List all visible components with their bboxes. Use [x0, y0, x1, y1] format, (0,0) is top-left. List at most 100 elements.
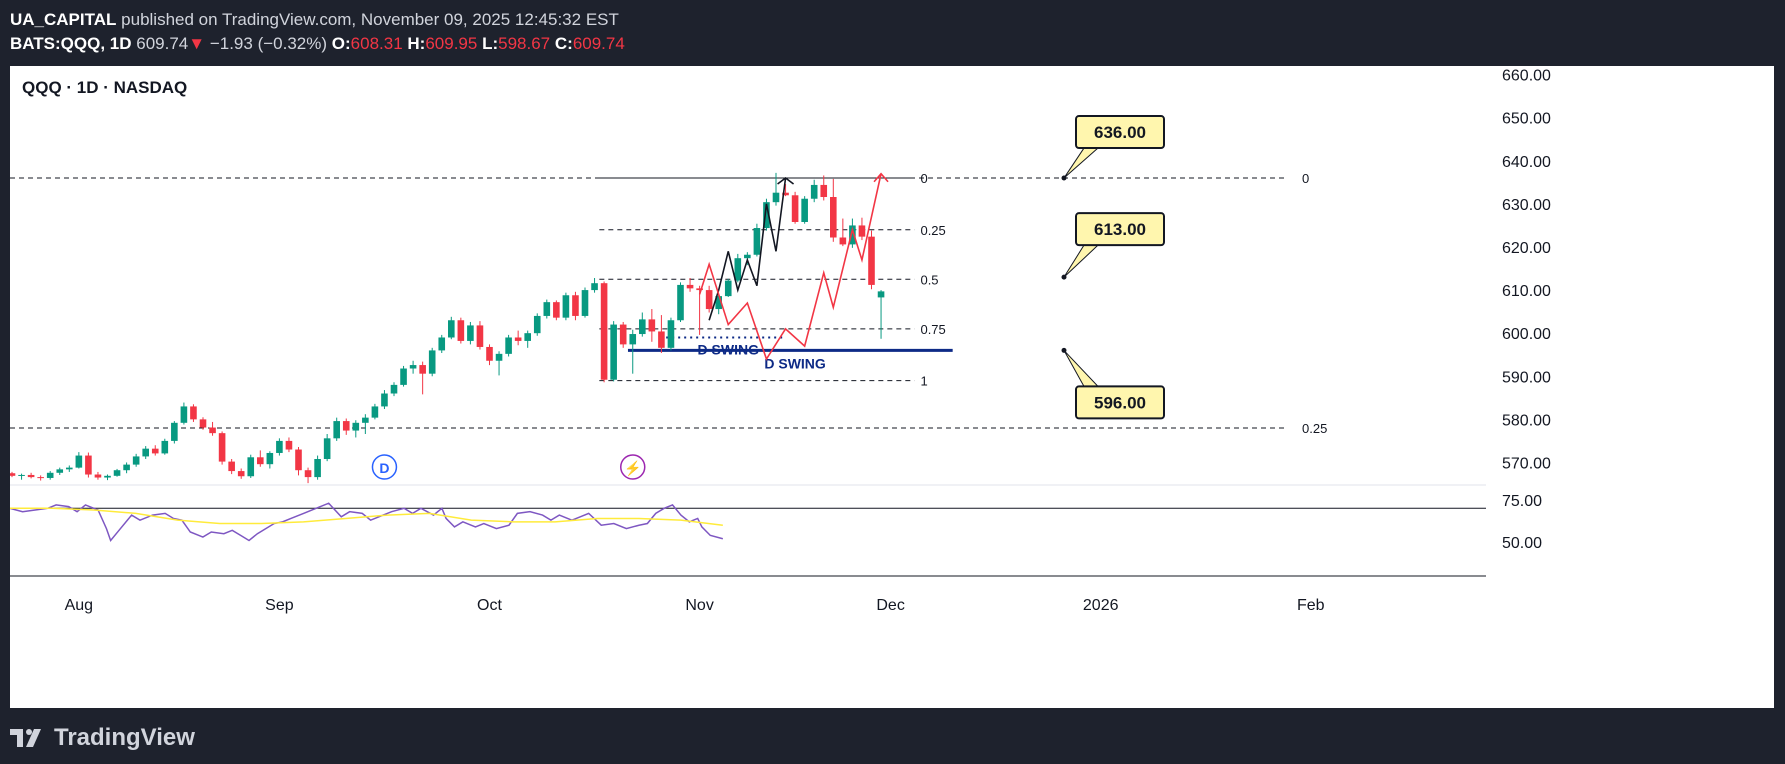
fib-level-label: 0.5	[920, 272, 938, 287]
candle-body	[514, 337, 522, 341]
projection-path-black	[708, 177, 787, 321]
projection-path-red	[698, 173, 882, 361]
author-name[interactable]: UA_CAPITAL	[10, 10, 117, 29]
candle-body	[333, 421, 340, 439]
candle-body	[543, 302, 551, 316]
candle-body	[610, 324, 617, 380]
price-tick-label: 610.00	[1502, 283, 1551, 300]
candle-body	[161, 440, 169, 454]
candle-body	[868, 236, 875, 285]
time-tick-label: Nov	[685, 597, 713, 614]
price-tick-label: 630.00	[1502, 197, 1551, 214]
candle-body	[85, 455, 92, 475]
candle-body	[237, 471, 245, 477]
symbol-label[interactable]: BATS:QQQ, 1D	[10, 34, 132, 53]
chart-svg[interactable]: 660.00 650.00 640.00 630.00 620.00 610.00 600.…	[8, 66, 1774, 708]
dividend-badge-icon	[371, 454, 398, 480]
time-tick-label: Dec	[876, 597, 904, 614]
brand-name: TradingView	[54, 724, 195, 751]
price-change: −1.93 (−0.32%)	[209, 34, 328, 53]
candle-body	[562, 295, 570, 318]
rsi-ma-line	[10, 507, 723, 526]
candle-body	[677, 284, 684, 321]
candle-body	[228, 461, 235, 472]
callout-label: 636.00	[1094, 123, 1146, 142]
published-text: published on TradingView.com, November 0…	[121, 10, 619, 29]
candle-body	[486, 346, 493, 361]
candle-body	[218, 433, 226, 462]
candle-body	[772, 192, 780, 203]
candle-body	[123, 464, 130, 471]
down-arrow-icon: ▼	[188, 34, 206, 53]
candle-body	[524, 333, 531, 341]
callout-pointer	[1063, 244, 1100, 278]
price-tick-label: 580.00	[1502, 412, 1551, 429]
candle-body	[247, 457, 255, 477]
candle-body	[342, 421, 350, 431]
candle-body	[94, 474, 102, 478]
candle-body	[266, 452, 274, 465]
callout-box	[1075, 385, 1165, 420]
candle-body	[8, 473, 16, 476]
fib-level-label: 0	[920, 171, 927, 186]
open-value: 608.31	[350, 34, 403, 53]
low-value: 598.67	[498, 34, 551, 53]
fib-level-label: 0.25	[920, 223, 945, 238]
candle-body	[438, 337, 446, 351]
chart-legend[interactable]: QQQ · 1D · NASDAQ	[22, 78, 188, 97]
candle-body	[600, 283, 608, 380]
candle-body	[27, 474, 35, 478]
candle-body	[171, 422, 178, 441]
tradingview-footer: TradingView	[10, 724, 195, 752]
candle-body	[104, 475, 111, 478]
price-tick-label: 570.00	[1502, 455, 1551, 472]
price-tick-label: 590.00	[1502, 369, 1551, 386]
candle-body	[314, 459, 321, 478]
close-label: C:	[554, 34, 573, 53]
candle-body	[686, 284, 694, 289]
low-label: L:	[482, 34, 499, 53]
time-tick-label: Sep	[265, 597, 294, 614]
candle-body	[18, 474, 25, 476]
projection-arrowhead-icon	[777, 177, 795, 185]
candle-body	[276, 440, 283, 453]
rsi-tick-label: 50.00	[1502, 535, 1542, 552]
candle-body	[46, 472, 54, 478]
time-tick-label: Aug	[65, 597, 93, 614]
candle-body	[849, 225, 856, 245]
price-tick-label: 620.00	[1502, 240, 1551, 257]
candle-body	[801, 198, 808, 222]
candle-body	[381, 393, 388, 407]
candle-body	[581, 290, 589, 316]
candle-body	[180, 406, 188, 423]
level-label: 0	[1302, 171, 1309, 186]
projection-arrowhead-icon	[873, 172, 889, 183]
callout-box	[1075, 115, 1165, 150]
candle-body	[132, 456, 140, 465]
candle-body	[209, 427, 216, 434]
badge-label: ⚡	[624, 460, 641, 477]
callout-pointer	[1063, 147, 1100, 179]
candle-body	[505, 337, 512, 354]
candle-body	[476, 325, 484, 347]
badge-label: D	[379, 460, 389, 476]
tradingview-logo-icon	[10, 729, 41, 747]
chart-header: UA_CAPITAL published on TradingView.com,…	[10, 8, 625, 56]
chart-panel[interactable]: 660.00 650.00 640.00 630.00 620.00 610.00 600.…	[8, 66, 1774, 708]
candle-body	[810, 184, 818, 199]
price-tick-label: 640.00	[1502, 154, 1551, 171]
candle-body	[572, 295, 579, 316]
candle-body	[304, 470, 312, 478]
candle-body	[696, 288, 703, 291]
candle-body	[782, 192, 789, 196]
candle-body	[323, 438, 331, 460]
candle-body	[533, 315, 541, 334]
time-tick-label: 2026	[1083, 597, 1119, 614]
candle-body	[400, 368, 407, 385]
candle-body	[619, 324, 627, 345]
candle-body	[113, 470, 121, 476]
candle-body	[763, 202, 770, 229]
candle-body	[667, 320, 675, 348]
candle-body	[56, 469, 64, 473]
candle-body	[715, 296, 722, 310]
